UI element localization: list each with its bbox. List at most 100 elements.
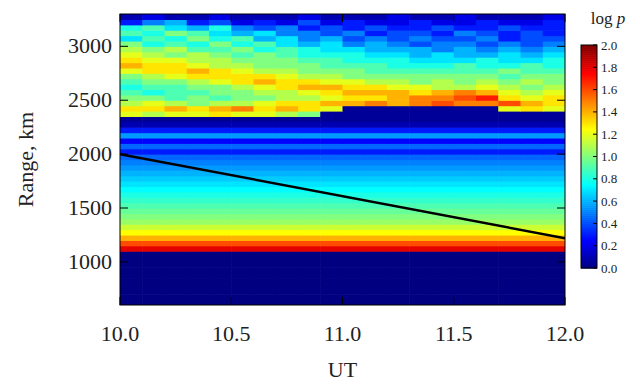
heat-cell: [343, 106, 366, 112]
heat-cell: [498, 219, 521, 225]
heat-cell: [521, 127, 544, 133]
heat-cell: [521, 186, 544, 192]
heat-cell: [209, 267, 232, 273]
heat-cell: [365, 73, 388, 79]
heat-cell: [231, 197, 254, 203]
heat-cell: [343, 57, 366, 63]
heat-cell: [298, 46, 321, 52]
heat-cell: [343, 127, 366, 133]
heat-cell: [387, 170, 410, 176]
colorbar-tick: [593, 223, 597, 224]
heat-cell: [165, 116, 188, 122]
heat-cell: [209, 149, 232, 155]
colorbar-tick: [593, 156, 597, 157]
heat-cell: [276, 73, 299, 79]
heat-cell: [254, 160, 277, 166]
heat-cell: [320, 138, 343, 144]
heat-cell: [320, 213, 343, 219]
heat-cell: [476, 197, 499, 203]
heat-cell: [365, 138, 388, 144]
heat-cell: [165, 289, 188, 295]
heat-cell: [209, 165, 232, 171]
heat-cell: [187, 122, 210, 128]
heat-cell: [276, 197, 299, 203]
heat-cell: [165, 95, 188, 101]
heat-cell: [142, 89, 165, 95]
heat-cell: [454, 84, 477, 90]
heat-cell: [521, 133, 544, 139]
heat-cell: [165, 251, 188, 257]
heat-cell: [276, 111, 299, 117]
heat-cell: [142, 41, 165, 47]
heat-cell: [409, 257, 432, 263]
heat-cell: [254, 273, 277, 279]
heat-cell: [387, 149, 410, 155]
heat-cell: [365, 79, 388, 85]
heat-cell: [298, 63, 321, 69]
heat-cell: [543, 262, 565, 268]
heat-cell: [209, 230, 232, 236]
heat-cell: [387, 240, 410, 246]
heat-cell: [365, 154, 388, 160]
heat-cell: [543, 294, 565, 300]
colorbar-tick-label: 1.6: [601, 82, 618, 97]
heat-cell: [165, 219, 188, 225]
heat-cell: [432, 30, 455, 36]
heat-cell: [409, 251, 432, 257]
heat-cell: [231, 165, 254, 171]
heat-cell: [231, 79, 254, 85]
heat-cell: [187, 240, 210, 246]
y-tick: [557, 154, 565, 155]
heat-cell: [320, 257, 343, 263]
heat-cell: [387, 63, 410, 69]
heat-cell: [142, 267, 165, 273]
heat-cell: [498, 278, 521, 284]
heat-cell: [543, 176, 565, 182]
heat-cell: [165, 235, 188, 241]
heat-cell: [165, 73, 188, 79]
heat-cell: [454, 138, 477, 144]
heat-cell: [498, 138, 521, 144]
heat-cell: [409, 52, 432, 58]
heat-cell: [498, 73, 521, 79]
colorbar-tick: [593, 245, 597, 246]
heat-cell: [209, 133, 232, 139]
y-tick: [120, 154, 128, 155]
heat-cell: [432, 170, 455, 176]
heat-cell: [120, 30, 143, 36]
heat-cell: [454, 240, 477, 246]
heat-cell: [476, 52, 499, 58]
heat-cell: [476, 84, 499, 90]
heat-cell: [454, 224, 477, 230]
heat-cell: [432, 73, 455, 79]
heat-cell: [498, 289, 521, 295]
heat-cell: [120, 149, 143, 155]
heat-cell: [187, 251, 210, 257]
x-tick-label: 11.5: [435, 321, 473, 346]
heat-cell: [409, 240, 432, 246]
heat-cell: [165, 192, 188, 198]
heat-cell: [454, 273, 477, 279]
heat-cell: [187, 181, 210, 187]
heat-cell: [231, 208, 254, 214]
heat-cell: [498, 300, 521, 305]
heat-cell: [387, 181, 410, 187]
heat-cell: [365, 116, 388, 122]
heat-cell: [298, 57, 321, 63]
heat-cell: [521, 30, 544, 36]
heat-cell: [142, 208, 165, 214]
heat-cell: [165, 273, 188, 279]
heat-cell: [142, 224, 165, 230]
heat-cell: [254, 154, 277, 160]
heat-cell: [254, 165, 277, 171]
heat-cell: [498, 246, 521, 252]
heat-cell: [343, 181, 366, 187]
heat-cell: [365, 219, 388, 225]
heat-cell: [521, 257, 544, 263]
heat-cell: [454, 46, 477, 52]
heat-cell: [409, 73, 432, 79]
heat-cell: [432, 235, 455, 241]
heat-cell: [254, 246, 277, 252]
x-tick: [565, 14, 566, 22]
heat-cell: [320, 95, 343, 101]
